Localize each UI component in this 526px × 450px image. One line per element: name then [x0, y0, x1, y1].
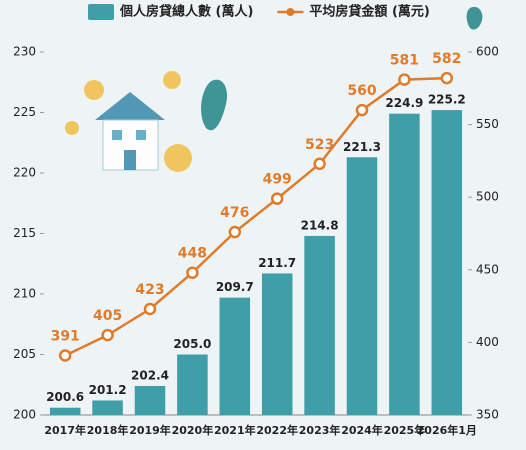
bar — [304, 235, 335, 415]
line-marker — [440, 71, 454, 85]
line-marker — [313, 157, 326, 171]
legend-swatch — [286, 8, 295, 16]
line-value-label: 448 — [178, 246, 207, 262]
bar — [92, 400, 123, 415]
bar — [346, 157, 378, 415]
line-value-label: 523 — [305, 137, 334, 153]
line-marker — [58, 349, 72, 362]
line-value-label: 581 — [390, 53, 419, 69]
y2-tick-label: 550 — [476, 117, 499, 131]
bar — [134, 385, 166, 415]
line-value-label: 391 — [51, 328, 80, 344]
bar-value-label: 205.0 — [173, 337, 211, 351]
y-tick-label: 225 — [13, 105, 36, 119]
y2-tick-label: 600 — [476, 45, 499, 59]
legend-swatch — [88, 4, 114, 20]
bar — [49, 407, 81, 415]
x-tick-label: 2022年 — [256, 423, 298, 437]
line-value-label: 476 — [220, 205, 249, 221]
line-value-label: 405 — [93, 308, 122, 324]
y-tick-label: 230 — [13, 45, 36, 59]
y2-tick-label: 450 — [476, 262, 499, 276]
y-tick-label: 205 — [13, 347, 36, 361]
line-marker — [398, 73, 411, 86]
y-tick-label: 200 — [13, 408, 36, 422]
line-value-label: 499 — [263, 172, 292, 188]
x-tick-label: 2026年1月 — [417, 423, 477, 437]
bar — [177, 354, 208, 415]
x-tick-label: 2019年 — [129, 423, 171, 437]
x-tick-label: 2021年 — [214, 423, 256, 437]
bar-value-label: 209.7 — [216, 280, 254, 294]
bar-value-label: 201.2 — [89, 383, 127, 397]
x-tick-label: 2025年 — [384, 423, 426, 437]
y-tick-label: 215 — [13, 226, 36, 240]
legend-label: 平均房貸金額 (萬元) — [309, 4, 429, 20]
bar — [389, 113, 420, 416]
line-marker — [228, 225, 242, 239]
x-tick-label: 2023年 — [299, 423, 341, 437]
bar-value-label: 221.3 — [343, 140, 381, 154]
line-marker — [101, 328, 114, 342]
bar — [261, 273, 293, 415]
y2-tick-label: 400 — [476, 335, 499, 349]
y2-tick-label: 500 — [476, 190, 499, 204]
y2-tick-label: 350 — [476, 408, 499, 422]
bar-value-label: 225.2 — [428, 93, 466, 107]
y-tick-label: 210 — [13, 287, 36, 301]
x-tick-label: 2017年 — [44, 423, 86, 437]
bar-value-label: 224.9 — [385, 96, 423, 110]
x-tick-label: 2024年 — [341, 423, 383, 437]
line-value-label: 560 — [347, 83, 376, 99]
line-marker — [143, 302, 157, 316]
line-marker — [186, 266, 199, 279]
x-tick-label: 2018年 — [87, 423, 129, 437]
line-value-label: 582 — [432, 51, 461, 67]
line-marker — [355, 103, 369, 117]
line-marker — [270, 192, 284, 205]
bar-value-label: 214.8 — [301, 218, 339, 232]
illustration — [65, 6, 483, 172]
y-tick-label: 220 — [13, 166, 36, 180]
bar-value-label: 200.6 — [46, 390, 84, 404]
legend-label: 個人房貸總人數 (萬人) — [119, 4, 253, 20]
bar — [431, 110, 463, 415]
bar — [219, 297, 251, 415]
x-tick-label: 2020年 — [172, 423, 214, 437]
line — [64, 76, 447, 357]
bar-value-label: 202.4 — [131, 368, 169, 382]
line-value-label: 423 — [135, 282, 164, 298]
bar-value-label: 211.7 — [258, 256, 296, 270]
